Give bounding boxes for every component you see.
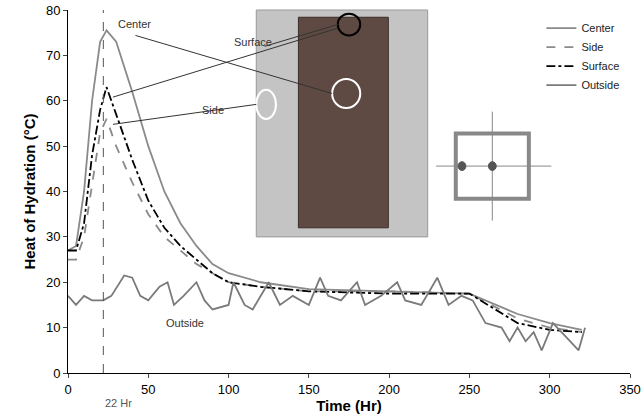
svg-text:Side: Side — [581, 41, 603, 53]
svg-text:30: 30 — [46, 229, 60, 244]
svg-text:200: 200 — [378, 382, 400, 397]
svg-text:20: 20 — [46, 275, 60, 290]
svg-text:350: 350 — [619, 382, 641, 397]
svg-text:70: 70 — [46, 48, 60, 63]
svg-text:Time (Hr): Time (Hr) — [316, 397, 382, 414]
svg-text:0: 0 — [53, 366, 60, 381]
svg-text:60: 60 — [46, 93, 60, 108]
svg-text:100: 100 — [218, 382, 240, 397]
svg-text:80: 80 — [46, 3, 60, 18]
svg-text:300: 300 — [539, 382, 561, 397]
svg-text:Surface: Surface — [234, 36, 272, 48]
svg-text:Heat of Hydration (°C): Heat of Hydration (°C) — [21, 113, 38, 269]
svg-text:250: 250 — [459, 382, 481, 397]
svg-text:10: 10 — [46, 320, 60, 335]
svg-text:Center: Center — [581, 22, 614, 34]
svg-text:Outside: Outside — [581, 79, 619, 91]
svg-text:40: 40 — [46, 184, 60, 199]
svg-text:Outside: Outside — [166, 317, 204, 329]
svg-text:0: 0 — [64, 382, 71, 397]
svg-text:Center: Center — [118, 18, 151, 30]
svg-text:50: 50 — [141, 382, 155, 397]
svg-text:50: 50 — [46, 139, 60, 154]
svg-text:Surface: Surface — [581, 60, 619, 72]
svg-text:Side: Side — [202, 104, 224, 116]
svg-text:150: 150 — [298, 382, 320, 397]
svg-text:22 Hr: 22 Hr — [105, 397, 132, 409]
